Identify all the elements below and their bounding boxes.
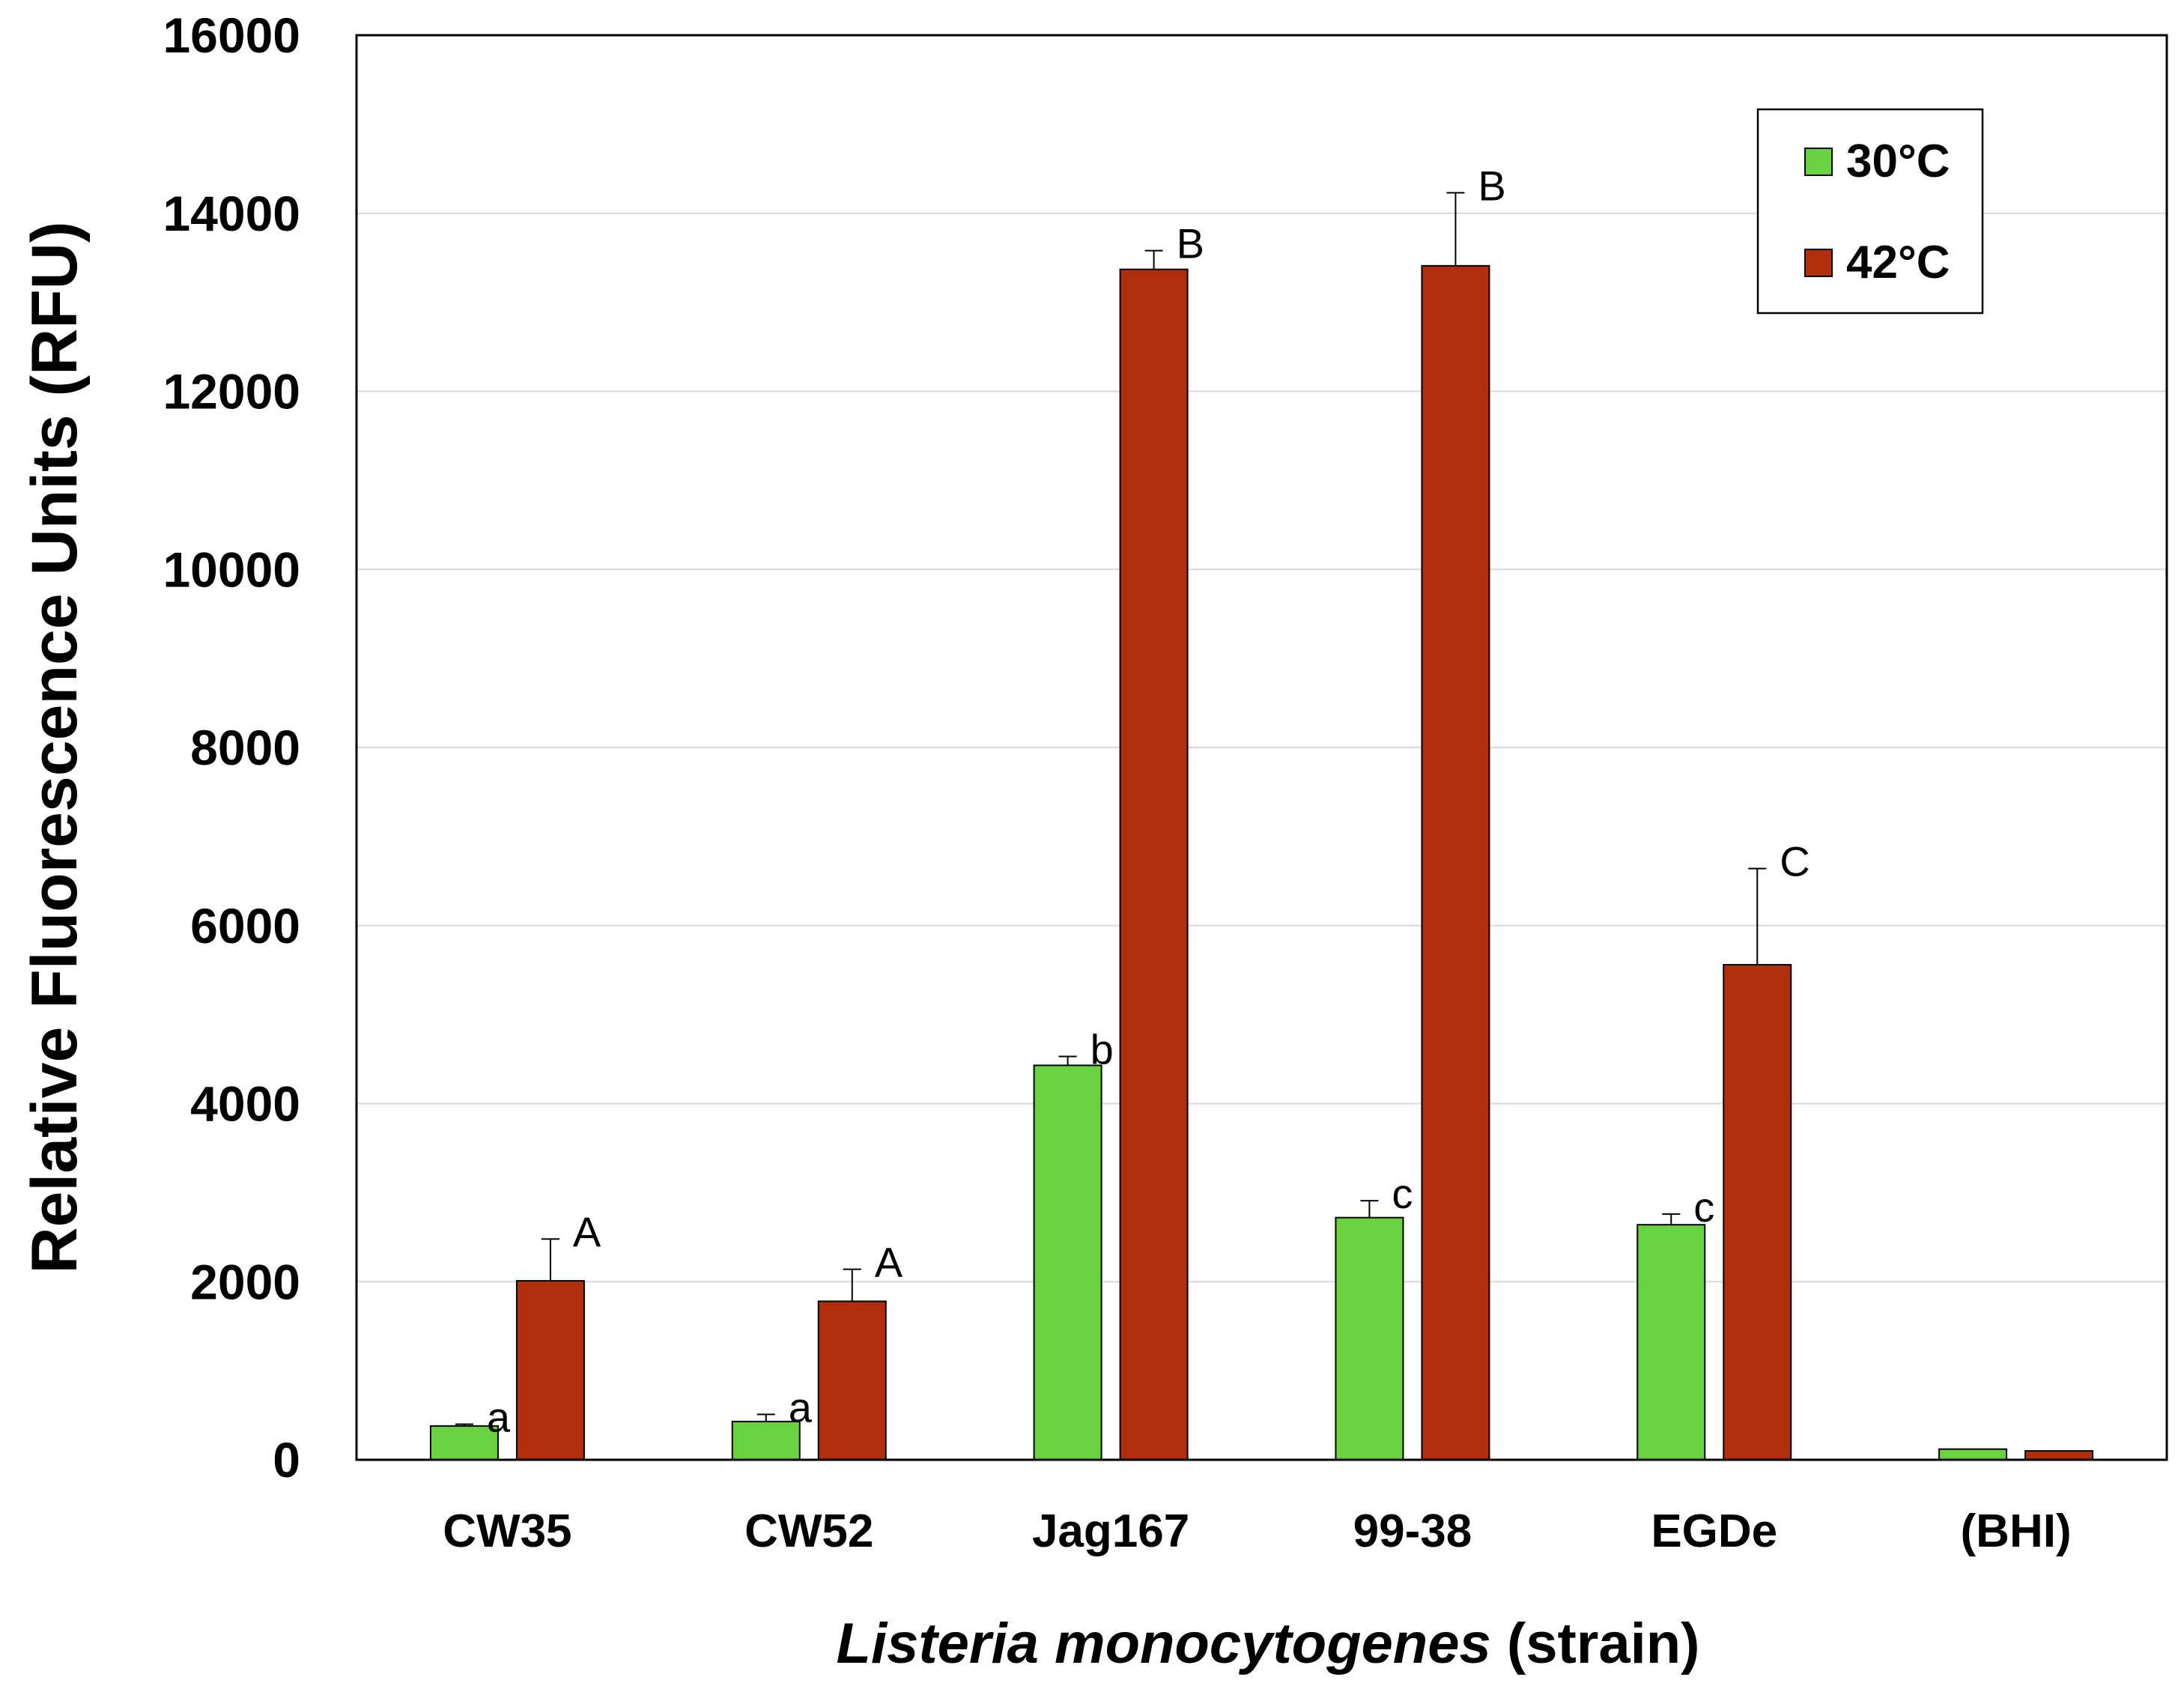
bar-cw52-30C bbox=[731, 1420, 801, 1461]
y-tick-label-0: 0 bbox=[273, 1432, 300, 1488]
bar-9938-30C bbox=[1335, 1216, 1404, 1461]
y-tick-label-12000: 12000 bbox=[163, 364, 300, 419]
significance-label-egde-30C: c bbox=[1693, 1183, 1714, 1231]
plot-frame bbox=[355, 34, 2168, 1461]
significance-label-9938-30C: c bbox=[1392, 1170, 1413, 1217]
x-tick-label-cw52: CW52 bbox=[744, 1505, 873, 1557]
significance-label-cw52-42C: A bbox=[875, 1239, 903, 1286]
y-tick-label-10000: 10000 bbox=[163, 542, 300, 597]
bar-cw52-42C bbox=[817, 1300, 887, 1461]
significance-label-cw52-30C: a bbox=[789, 1383, 813, 1431]
y-tick-label-14000: 14000 bbox=[163, 186, 300, 241]
x-axis-ticks: CW35 CW52 Jag167 99-38 EGDe (BHI) bbox=[443, 1505, 2071, 1557]
bar-jag167-42C bbox=[1119, 268, 1189, 1461]
bar-jag167-30C bbox=[1033, 1064, 1102, 1461]
bar-bhi-42C bbox=[2024, 1450, 2094, 1461]
bar-cw35-42C bbox=[515, 1280, 585, 1461]
significance-label-jag167-30C: b bbox=[1091, 1025, 1114, 1073]
bar-egde-30C bbox=[1637, 1224, 1706, 1461]
x-tick-label-jag167: Jag167 bbox=[1032, 1505, 1189, 1557]
y-axis-label: Relative Fluorescence Units (RFU) bbox=[19, 221, 91, 1273]
significance-label-cw35-30C: a bbox=[487, 1393, 511, 1440]
x-axis-label-suffix: (strain) bbox=[1491, 1612, 1700, 1676]
legend-label-42c: 42°C bbox=[1846, 237, 1950, 288]
y-tick-label-4000: 4000 bbox=[190, 1076, 300, 1132]
bar-egde-42C bbox=[1723, 964, 1792, 1461]
x-tick-label-egde: EGDe bbox=[1651, 1505, 1777, 1557]
x-axis-label-organism: Listeria monocytogenes bbox=[837, 1612, 1491, 1676]
significance-label-cw35-42C: A bbox=[573, 1208, 601, 1255]
y-tick-label-16000: 16000 bbox=[163, 7, 300, 63]
y-tick-label-6000: 6000 bbox=[190, 898, 300, 953]
bars: a Aa Ab Bc Bc C bbox=[429, 162, 2094, 1461]
gridlines bbox=[357, 212, 2167, 1283]
legend-swatch-42c bbox=[1804, 249, 1833, 277]
x-axis-label: Listeria monocytogenes (strain) bbox=[837, 1612, 1700, 1676]
significance-label-9938-42C: B bbox=[1478, 162, 1505, 209]
significance-label-jag167-42C: B bbox=[1177, 220, 1204, 267]
legend-swatch-30c bbox=[1804, 148, 1833, 176]
x-tick-label-bhi: (BHI) bbox=[1961, 1505, 2072, 1557]
legend-label-30c: 30°C bbox=[1846, 136, 1950, 187]
legend: 30°C 42°C bbox=[1756, 108, 1984, 315]
y-axis-ticks: 0 2000 4000 6000 8000 10000 12000 14000 16000 bbox=[163, 7, 300, 1488]
bar-bhi-30C bbox=[1938, 1448, 2008, 1461]
x-tick-label-9938: 99-38 bbox=[1353, 1505, 1472, 1557]
y-tick-label-8000: 8000 bbox=[190, 720, 300, 775]
legend-box bbox=[1756, 108, 1984, 315]
y-tick-label-2000: 2000 bbox=[190, 1254, 300, 1309]
significance-label-egde-42C: C bbox=[1780, 838, 1810, 885]
bar-9938-42C bbox=[1421, 264, 1490, 1461]
x-tick-label-cw35: CW35 bbox=[443, 1505, 571, 1557]
